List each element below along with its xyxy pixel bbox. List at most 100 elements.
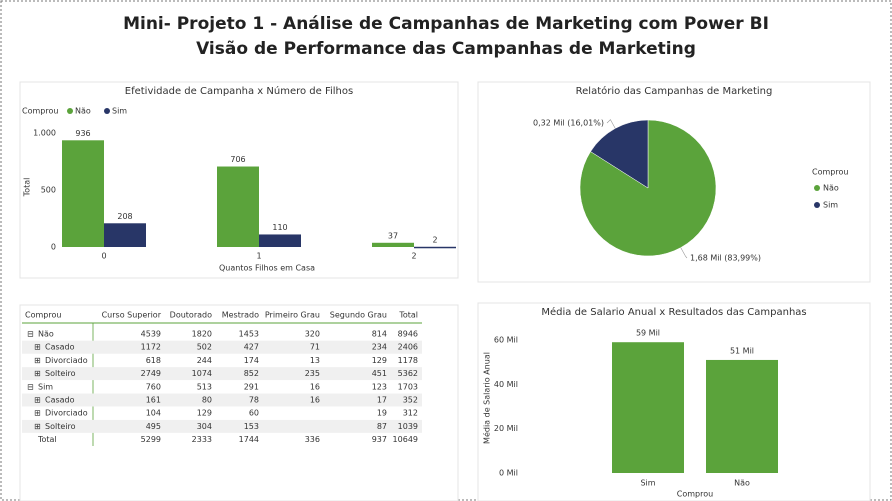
column-header: Primeiro Grau [265,311,320,320]
x-tick-label: 0 [101,252,106,261]
row-shade [22,419,422,433]
y-tick-label: 0 Mil [499,469,518,478]
legend-dot [814,185,820,191]
y-axis-label: Total [23,178,32,198]
cell: 16 [310,396,320,405]
expand-icon: ⊞ [34,396,41,405]
cell: 153 [244,422,259,431]
cell: 104 [146,409,161,418]
cell: 16 [310,382,320,391]
cell: 19 [377,409,387,418]
cell: 71 [310,343,320,352]
data-label: 2 [432,235,437,244]
data-label: 37 [388,231,398,240]
row-shade [22,367,422,381]
cell: 304 [197,422,212,431]
cell: 1039 [398,422,418,431]
chart-title: Relatório das Campanhas de Marketing [576,85,773,97]
cell: 2749 [141,369,161,378]
expand-icon: ⊞ [34,409,41,418]
row-label: Total [37,435,57,444]
data-label: 59 Mil [636,329,660,338]
bar [62,140,104,247]
expand-icon: ⊞ [34,356,41,365]
legend-dot [104,108,110,114]
legend-dot [67,108,73,114]
cell: 235 [305,369,320,378]
cell: 4539 [141,330,161,339]
bar [104,223,146,247]
column-header: Mestrado [222,311,259,320]
row-shade [22,340,422,354]
legend-label: Não [823,184,839,193]
cell: 760 [146,382,161,391]
legend-label: Sim [112,107,127,116]
bar [706,359,778,473]
x-axis-label: Quantos Filhos em Casa [219,264,315,273]
chart-title: Efetividade de Campanha x Número de Filh… [125,85,353,97]
y-tick-label: 1.000 [33,129,56,138]
cell: 451 [372,369,387,378]
column-header: Segundo Grau [330,311,387,320]
data-label: 51 Mil [730,346,754,355]
y-tick-label: 0 [51,243,56,252]
legend-dot [814,202,820,208]
leader-line [680,247,688,259]
column-header: Doutorado [170,311,212,320]
row-label: Divorciado [45,356,88,365]
expand-icon: ⊟ [27,382,34,391]
cell: 814 [372,330,387,339]
cell: 1820 [192,330,212,339]
cell: 852 [244,369,259,378]
x-axis-label: Comprou [677,490,713,499]
expand-icon: ⊟ [27,330,34,339]
legend-title: Comprou [812,168,848,177]
expand-icon: ⊞ [34,369,41,378]
cell: 618 [146,356,161,365]
cell: 513 [197,382,212,391]
subtitle: Visão de Performance das Campanhas de Ma… [196,39,696,59]
cell: 5299 [141,435,161,444]
pie-slice [590,119,649,189]
x-tick-label: Não [734,479,750,488]
row-label: Sim [38,382,53,391]
cell: 937 [372,435,387,444]
leader-line [606,119,616,129]
cell: 10649 [393,435,418,444]
column-header: Curso Superior [102,311,162,320]
cell: 352 [403,396,418,405]
cell: 2333 [192,435,212,444]
cell: 1744 [239,435,259,444]
data-label: 110 [272,223,287,232]
bar [259,234,301,247]
row-label: Casado [45,396,75,405]
bar [414,246,456,249]
row-shade [22,393,422,407]
cell: 2406 [398,343,418,352]
chart-title: Média de Salario Anual x Resultados das … [541,306,806,318]
cell: 78 [249,396,259,405]
data-label: 706 [230,155,245,164]
bar [217,166,259,247]
data-label: 208 [117,212,132,221]
column-header: Total [398,311,418,320]
row-label: Não [38,330,54,339]
cell: 87 [377,422,387,431]
cell: 80 [202,396,212,405]
row-label: Divorciado [45,409,88,418]
data-label: 936 [75,129,90,138]
cell: 123 [372,382,387,391]
bar [372,242,414,247]
cell: 502 [197,343,212,352]
row-label: Solteiro [45,422,76,431]
cell: 495 [146,422,161,431]
expand-icon: ⊞ [34,422,41,431]
x-tick-label: 2 [411,252,416,261]
y-tick-label: 20 Mil [494,424,518,433]
cell: 1074 [192,369,212,378]
cell: 60 [249,409,259,418]
cell: 320 [305,330,320,339]
cell: 244 [197,356,212,365]
x-tick-label: Sim [640,479,655,488]
